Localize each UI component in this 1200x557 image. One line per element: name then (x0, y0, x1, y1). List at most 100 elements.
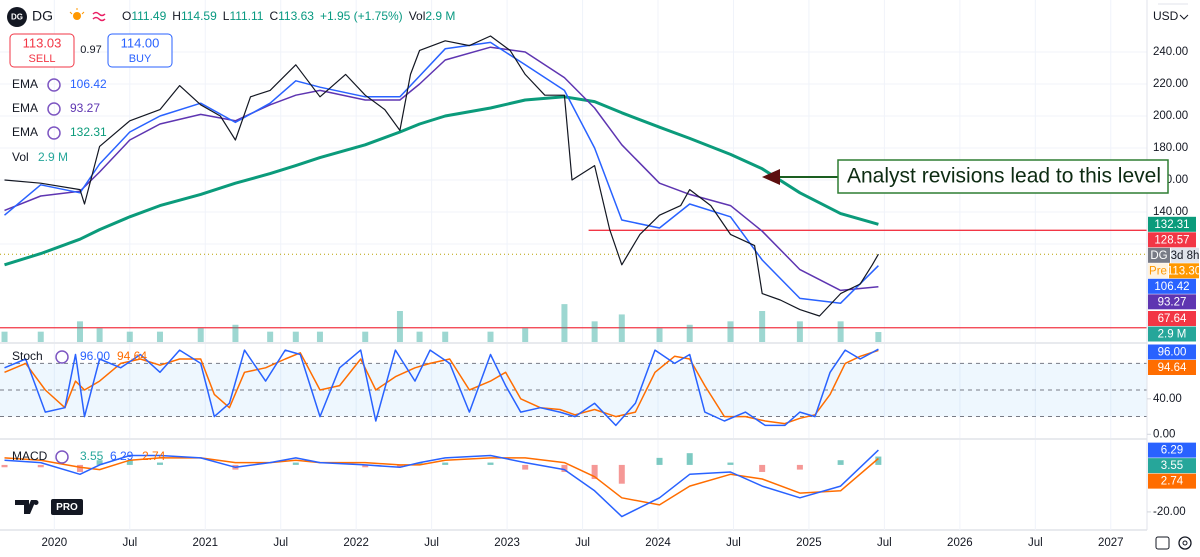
axis-label-box (1148, 360, 1196, 375)
volume-bar (96, 328, 103, 342)
volume-bar (156, 331, 163, 342)
histogram-bar (686, 453, 693, 465)
volume-bar (267, 331, 274, 342)
histogram-bar (561, 464, 568, 472)
histogram-bar (727, 462, 734, 465)
ohlc-key: L (223, 9, 230, 23)
x-tick-label: 2026 (947, 537, 973, 549)
axis-label: 132.31 (1154, 219, 1189, 231)
axis-label: 67.64 (1158, 313, 1187, 325)
buy-price: 114.00 (121, 35, 160, 50)
x-tick-label: 2023 (494, 537, 520, 549)
sell-button[interactable] (9, 33, 75, 68)
axis-label-box (1148, 247, 1170, 263)
histogram-bar (76, 464, 83, 472)
histogram-bar (37, 464, 44, 468)
axis-label-box (1148, 294, 1196, 310)
histogram-bar (396, 464, 403, 468)
settings-loop-icon[interactable] (55, 450, 69, 464)
series-line (4, 457, 879, 506)
x-tick-label: Jul (273, 537, 288, 549)
histogram-bar (618, 464, 625, 484)
legend-name: MACD (12, 449, 48, 463)
y-tick-label: 200.00 (1153, 110, 1188, 122)
legend-value: 93.27 (70, 101, 100, 115)
volume-bar (875, 332, 882, 342)
histogram-bar (362, 464, 369, 468)
compare-icon[interactable] (92, 11, 106, 22)
legend-value: 2.74 (142, 449, 166, 463)
histogram-bar (522, 464, 529, 470)
y-tick-label: -20.00 (1153, 506, 1186, 518)
symbol[interactable]: DG (32, 8, 53, 24)
ohlc-key: H (172, 9, 181, 23)
ohlc-values: O111.49 H114.59 L111.11 C113.63 +1.95 (+1.75… (122, 9, 455, 23)
y-tick-label: 240.00 (1153, 46, 1188, 58)
histogram-bar (837, 460, 844, 465)
sell-price: 113.03 (23, 35, 62, 50)
axis-label-box (1148, 232, 1196, 248)
legend-name: EMA (12, 125, 38, 139)
currency[interactable]: USD (1153, 9, 1179, 23)
histogram-bar (126, 460, 133, 465)
axis-label-box (1169, 263, 1199, 279)
legend-name: EMA (12, 77, 38, 91)
volume-bar (522, 328, 529, 342)
settings-loop-icon[interactable] (47, 126, 61, 140)
series-line (4, 95, 879, 267)
legend-value: 3.55 (80, 449, 104, 463)
settings-icon[interactable] (1178, 536, 1192, 550)
settings-icon-core (1182, 540, 1188, 546)
x-tick-label: Jul (726, 537, 741, 549)
axis-label: 128.57 (1154, 234, 1189, 246)
histogram-bar (292, 462, 299, 465)
volume-bar (362, 331, 369, 342)
volume-bar (416, 331, 423, 342)
volume-bar (561, 304, 568, 342)
axis-label-box (1148, 442, 1196, 458)
x-tick-label: Jul (122, 537, 137, 549)
legend-value: 6.29 (110, 449, 134, 463)
x-tick-label: 2025 (796, 537, 822, 549)
volume-bar (656, 328, 663, 342)
date-range-icon[interactable] (1155, 536, 1170, 550)
axis-label: DG (1150, 250, 1167, 262)
axis-label: 94.64 (1158, 362, 1187, 374)
legend-value: 96.00 (80, 349, 110, 363)
buy-button[interactable] (107, 33, 173, 68)
settings-loop-icon[interactable] (55, 350, 69, 364)
session-icon[interactable] (73, 12, 81, 20)
histogram-bar (156, 462, 163, 465)
histogram-bar (656, 457, 663, 465)
histogram-bar (1, 464, 8, 468)
x-tick-label: 2024 (645, 537, 671, 549)
volume-bar (396, 311, 403, 342)
volume-bar (442, 331, 449, 342)
series-line (4, 46, 879, 292)
axis-label: 2.74 (1161, 476, 1184, 488)
symbol-logo[interactable] (7, 7, 27, 27)
volume-bar (759, 311, 766, 342)
axis-label-box (1148, 263, 1168, 279)
volume-bar (727, 321, 734, 342)
axis-label-box (1148, 311, 1196, 326)
ohlc-value: 114.59 (181, 9, 217, 23)
annotation-arrowhead (762, 169, 780, 185)
legend-value: 132.31 (70, 125, 107, 139)
settings-loop-icon[interactable] (47, 102, 61, 116)
histogram-bar (796, 464, 803, 470)
axis-label: 3d 8h (1171, 250, 1200, 262)
x-tick-label: Jul (877, 537, 892, 549)
session-icon-rays (69, 8, 85, 15)
annotation-box (837, 159, 1169, 194)
volume-bar (796, 321, 803, 342)
axis-label-box (1148, 473, 1196, 489)
legend-value: 94.64 (117, 349, 147, 363)
axis-label: 113.30 (1167, 265, 1200, 277)
change: +1.95 (+1.75%) (320, 9, 403, 23)
settings-loop-icon[interactable] (47, 78, 61, 92)
overlay: DG DG O111.49 H114.59 L111.11 C113.63 +1.95 … (7, 3, 1192, 550)
volume-bar (618, 314, 625, 342)
histogram-bar (96, 460, 103, 465)
